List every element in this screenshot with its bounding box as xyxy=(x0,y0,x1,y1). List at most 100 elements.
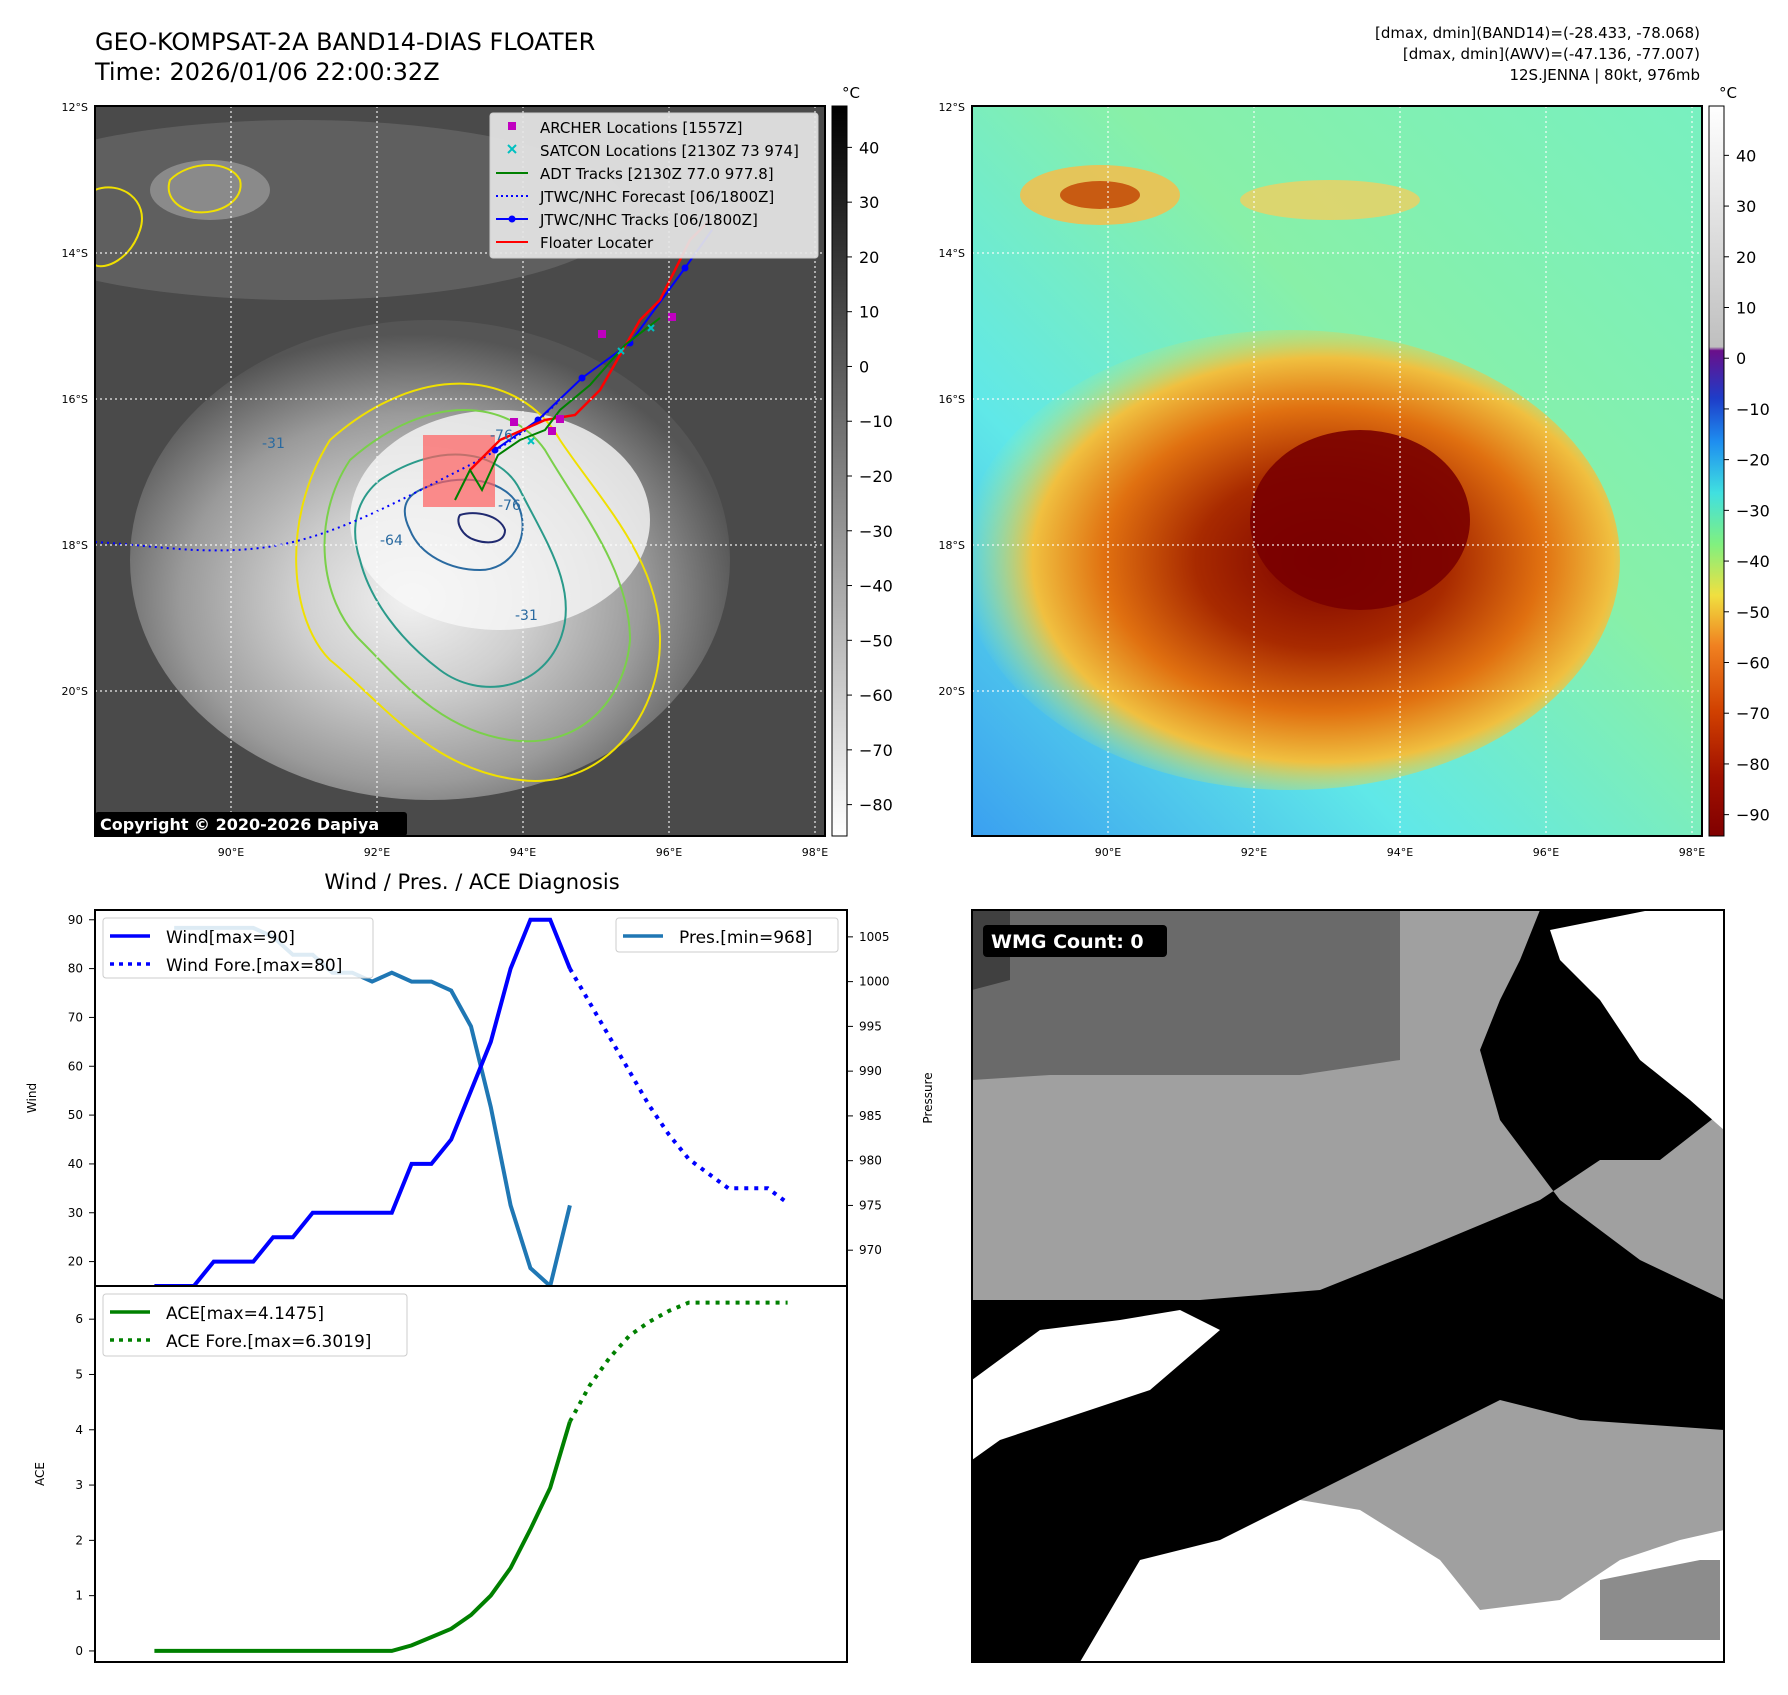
wind-axis-label: Wind xyxy=(25,1083,39,1113)
diagnosis-title: Wind / Pres. / ACE Diagnosis xyxy=(324,870,619,894)
colorbar-tick-label: −60 xyxy=(859,686,893,705)
colorbar-tick-label: 0 xyxy=(859,357,869,376)
series-line-ace-max- xyxy=(154,1421,572,1653)
colorbar-tick-label: 0 xyxy=(1736,349,1746,368)
pressure-legend: Pres.[min=968] xyxy=(615,917,839,953)
colorbar-tick-label: −50 xyxy=(1736,603,1770,622)
lon-label: 98°E xyxy=(1679,846,1705,859)
ir-map-panel: -31 -64 -76 -31 -76 ARCHER Locations [15… xyxy=(62,84,893,859)
wmg-count-label: WMG Count: 0 xyxy=(991,931,1144,953)
lat-label: 20°S xyxy=(62,685,88,698)
colorbar-tick-label: −70 xyxy=(1736,704,1770,723)
awv-colorbar: °C 40 30 20 10 0 −10 −20 −30 −40 −50 −60 −70 −80 −90 xyxy=(1708,84,1770,837)
colorbar-tick-label: −30 xyxy=(1736,501,1770,520)
colorbar-tick-label: −50 xyxy=(859,631,893,650)
lat-label: 20°S xyxy=(939,685,965,698)
archer-points xyxy=(510,313,676,435)
axis-tick-label: 970 xyxy=(859,1243,882,1257)
lon-label: 96°E xyxy=(656,846,682,859)
wind-legend-label: Wind[max=90] xyxy=(166,928,295,948)
axis-tick-label: 5 xyxy=(75,1367,83,1381)
awv-map-frame xyxy=(971,105,1703,837)
axis-tick-label: 40 xyxy=(68,1157,83,1171)
lat-label: 16°S xyxy=(939,393,965,406)
ace-legend: ACE[max=4.1475] ACE Fore.[max=6.3019] xyxy=(102,1293,408,1357)
contour-outer xyxy=(295,382,662,782)
contour-label: -31 xyxy=(262,436,285,452)
contour-label: -76 xyxy=(490,428,513,444)
info-awv: [dmax, dmin](AWV)=(-47.136, -77.007) xyxy=(1403,45,1700,63)
colorbar-tick-label: 20 xyxy=(1736,248,1756,267)
colorbar-tick-label: 40 xyxy=(1736,146,1756,165)
contour-label: -64 xyxy=(380,533,403,549)
colorbar-tick-label: −30 xyxy=(859,522,893,541)
series-line-wind-max- xyxy=(154,917,572,1288)
archer-legend-icon xyxy=(508,122,516,130)
info-storm: 12S.JENNA | 80kt, 976mb xyxy=(1509,66,1700,84)
awv-colorbar-unit: °C xyxy=(1719,84,1737,102)
axis-tick-label: 995 xyxy=(859,1019,882,1033)
axis-tick-label: 1005 xyxy=(859,930,890,944)
axis-tick-label: 70 xyxy=(68,1010,83,1024)
colorbar-tick-label: −10 xyxy=(859,412,893,431)
axis-tick-label: 6 xyxy=(75,1312,83,1326)
lat-label: 14°S xyxy=(62,247,88,260)
axis-tick-label: 20 xyxy=(68,1255,83,1269)
axis-tick-label: 975 xyxy=(859,1198,882,1212)
legend-floater: Floater Locater xyxy=(540,234,654,252)
colorbar-tick-label: −40 xyxy=(859,577,893,596)
wmg-panel: WMG Count: 0 xyxy=(971,909,1725,1663)
colorbar-tick-label: −90 xyxy=(1736,806,1770,825)
axis-tick-label: 1 xyxy=(75,1589,83,1603)
wmg-label-box xyxy=(983,925,1167,957)
axis-tick-label: 985 xyxy=(859,1109,882,1123)
legend-forecast: JTWC/NHC Forecast [06/1800Z] xyxy=(539,188,774,206)
lat-label: 14°S xyxy=(939,247,965,260)
contour-inner xyxy=(354,453,567,688)
colorbar-tick-label: 10 xyxy=(1736,299,1756,318)
wind-fore-legend-label: Wind Fore.[max=80] xyxy=(166,956,342,976)
lon-label: 98°E xyxy=(802,846,828,859)
colorbar-tick-label: 30 xyxy=(859,193,879,212)
lon-label: 94°E xyxy=(510,846,536,859)
awv-map-panel: 12°S 14°S 16°S 18°S 20°S 90°E 92°E 94°E … xyxy=(939,84,1770,859)
contour-eye xyxy=(457,512,507,544)
ir-colorbar-unit: °C xyxy=(842,84,860,102)
lat-label: 18°S xyxy=(939,539,965,552)
wmg-frame xyxy=(971,909,1725,1663)
ir-lon-labels: 90°E 92°E 94°E 96°E 98°E xyxy=(218,846,828,859)
floater-track xyxy=(469,219,711,471)
lat-label: 18°S xyxy=(62,539,88,552)
axis-tick-label: 80 xyxy=(68,962,83,976)
colorbar-tick-label: −10 xyxy=(1736,400,1770,419)
satcon-points xyxy=(527,324,655,445)
copyright-text: Copyright © 2020-2026 Dapiya xyxy=(100,815,379,834)
axis-tick-label: 50 xyxy=(68,1108,83,1122)
awv-gridlines xyxy=(972,106,1702,836)
ace-axis-label: ACE xyxy=(33,1462,47,1486)
legend-archer: ARCHER Locations [1557Z] xyxy=(540,119,743,137)
axis-tick-label: 990 xyxy=(859,1064,882,1078)
colorbar-tick-label: 40 xyxy=(859,138,879,157)
lon-label: 90°E xyxy=(1095,846,1121,859)
colorbar-tick-label: 30 xyxy=(1736,197,1756,216)
lat-label: 12°S xyxy=(62,101,88,114)
ir-lat-labels: 12°S 14°S 16°S 18°S 20°S xyxy=(62,101,88,698)
lon-label: 92°E xyxy=(1241,846,1267,859)
ir-map-frame xyxy=(94,105,826,837)
colorbar-tick-label: −20 xyxy=(1736,451,1770,470)
ace-chart: ACE 0 1 2 3 4 5 6 ACE[max=4.1475] ACE Fore.[ma… xyxy=(33,1285,848,1663)
figure-title: GEO-KOMPSAT-2A BAND14-DIAS FLOATER xyxy=(95,28,595,56)
legend-adt: ADT Tracks [2130Z 77.0 977.8] xyxy=(540,165,774,183)
axis-tick-label: 60 xyxy=(68,1059,83,1073)
axis-tick-label: 30 xyxy=(68,1206,83,1220)
axis-tick-label: 4 xyxy=(75,1423,83,1437)
colorbar-tick-label: −40 xyxy=(1736,552,1770,571)
satcon-legend-icon xyxy=(507,144,517,154)
legend-tracks: JTWC/NHC Tracks [06/1800Z] xyxy=(539,211,758,229)
copyright-box xyxy=(95,812,407,836)
legend-satcon: SATCON Locations [2130Z 73 974] xyxy=(540,142,799,160)
series-line-ace-fore-max- xyxy=(568,1300,788,1423)
lat-label: 12°S xyxy=(939,101,965,114)
